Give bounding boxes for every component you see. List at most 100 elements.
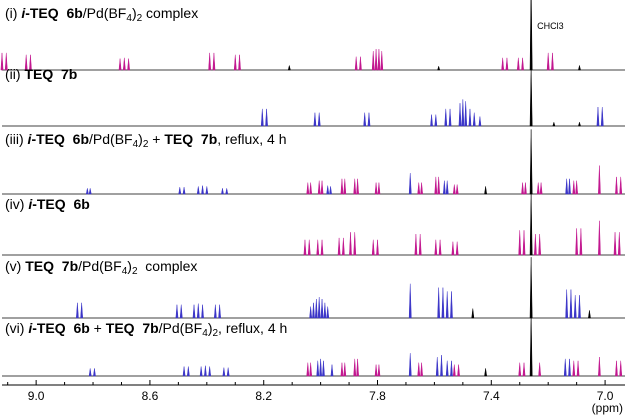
nmr-peak <box>617 232 621 256</box>
spectrum-6 <box>2 311 625 377</box>
nmr-peak <box>524 182 527 195</box>
nmr-peak <box>374 182 378 195</box>
nmr-peak <box>441 287 445 319</box>
nmr-peak <box>414 234 418 256</box>
nmr-peak <box>307 239 311 256</box>
x-tick-label: 7.4 <box>483 389 500 403</box>
nmr-peak <box>303 239 307 256</box>
nmr-peak <box>260 108 264 127</box>
nmr-peak <box>196 186 200 195</box>
nmr-peak <box>306 362 310 377</box>
x-tick-label: 9.0 <box>28 389 45 403</box>
nmr-peak <box>434 239 438 256</box>
nmr-peak <box>437 176 441 195</box>
label-part: 6b <box>66 5 82 21</box>
label-part: /Pd(BF <box>78 258 122 274</box>
label-part <box>59 5 67 21</box>
nmr-peak <box>326 306 330 319</box>
trace-label-6: (vi) i-TEQ 6b + TEQ 7b/Pd(BF4)2, reflux,… <box>5 320 287 339</box>
x-tick-label: 8.6 <box>142 389 159 403</box>
nmr-peak <box>196 303 200 319</box>
nmr-peak <box>222 367 226 377</box>
nmr-peak <box>317 112 321 127</box>
nmr-peak <box>468 108 472 127</box>
nmr-peak <box>452 364 456 377</box>
nmr-peak <box>205 186 209 195</box>
nmr-peak <box>408 353 412 377</box>
nmr-peak <box>320 239 324 256</box>
annotation-chcl3: CHCl3 <box>537 21 564 31</box>
nmr-peak <box>458 103 462 127</box>
nmr-peak <box>204 365 207 377</box>
label-part: 4 <box>122 266 128 277</box>
nmr-peak <box>417 182 421 195</box>
nmr-peak <box>199 366 203 377</box>
nmr-peak <box>615 360 618 377</box>
nmr-peak <box>309 362 313 377</box>
nmr-peak <box>221 188 224 195</box>
nmr-peak <box>539 182 543 195</box>
nmr-peak <box>316 360 320 377</box>
nmr-peak <box>337 237 341 256</box>
nmr-peak <box>546 52 550 71</box>
nmr-peak <box>80 302 84 319</box>
nmr-peak <box>408 173 412 195</box>
nmr-peak <box>218 304 221 319</box>
nmr-peak <box>450 360 453 377</box>
label-part: + <box>90 320 106 336</box>
nmr-peak <box>326 185 330 195</box>
nmr-peak <box>501 57 505 71</box>
nmr-peak <box>340 178 344 195</box>
nmr-peak <box>430 114 433 127</box>
label-part: TEQ <box>25 258 54 274</box>
nmr-peak <box>309 182 313 195</box>
label-part: 2 <box>137 13 143 24</box>
nmr-peak <box>213 304 217 319</box>
label-part <box>54 258 62 274</box>
nmr-peak <box>408 283 412 319</box>
label-part: 6b <box>73 131 89 147</box>
nmr-peak <box>356 358 359 377</box>
label-part: /Pd(BF <box>83 5 127 21</box>
label-part: TEQ <box>106 320 135 336</box>
trace-label-5: (v) TEQ 7b/Pd(BF4)2 complex <box>5 258 197 277</box>
nmr-peak <box>322 360 325 377</box>
label-part: 7b <box>62 258 78 274</box>
nmr-peak <box>371 239 375 256</box>
spectrum-2 <box>2 65 625 127</box>
nmr-peak <box>343 362 347 377</box>
label-part: 6b <box>73 320 89 336</box>
nmr-peak <box>572 180 576 195</box>
nmr-peak <box>448 108 452 127</box>
label-part: complex <box>142 5 198 21</box>
nmr-peak <box>619 360 623 377</box>
nmr-peak <box>529 311 533 377</box>
nmr-peak <box>88 368 92 377</box>
nmr-peak <box>319 358 322 377</box>
nmr-peak <box>457 364 460 377</box>
nmr-peak <box>615 176 618 195</box>
nmr-peak <box>118 58 122 71</box>
nmr-peak <box>349 232 352 256</box>
nmr-peak <box>85 188 89 195</box>
nmr-peak <box>538 362 542 377</box>
label-part: (vi) <box>5 320 28 336</box>
nmr-peak <box>343 178 347 195</box>
trace-label-1: (i) i-TEQ 6b/Pd(BF4)2 complex <box>5 5 198 24</box>
nmr-peak <box>363 112 367 127</box>
label-part: , reflux, 4 h <box>218 320 287 336</box>
x-tick-label: 8.2 <box>255 389 272 403</box>
nmr-peak <box>598 356 601 377</box>
nmr-peak <box>516 57 520 71</box>
nmr-peak <box>578 295 581 319</box>
nmr-peak <box>182 366 186 377</box>
nmr-peak <box>551 52 554 71</box>
label-part: i <box>28 196 33 212</box>
nmr-peak <box>317 297 321 319</box>
nmr-peak <box>437 65 441 71</box>
nmr-peak <box>534 234 537 256</box>
label-part: 2 <box>143 139 149 150</box>
label-part <box>66 196 74 212</box>
label-part: (v) <box>5 258 25 274</box>
nmr-peak <box>569 289 573 319</box>
